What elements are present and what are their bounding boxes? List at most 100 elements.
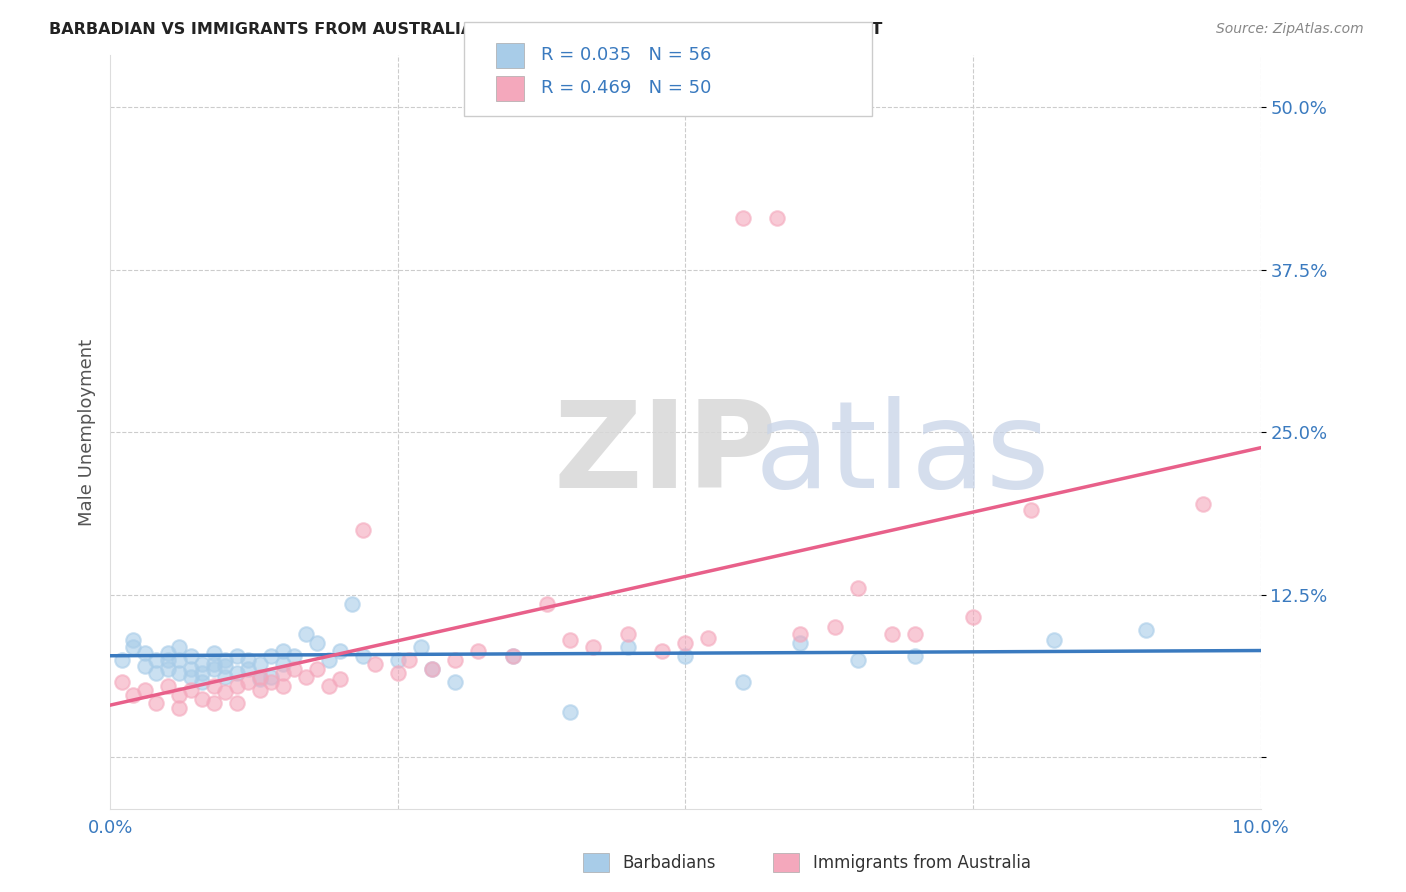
- Point: [904, 626, 927, 640]
- Point: [191, 657, 214, 671]
- Point: [180, 669, 202, 683]
- Point: [122, 688, 145, 702]
- Point: [111, 653, 134, 667]
- Point: [329, 643, 352, 657]
- Point: [134, 646, 156, 660]
- Point: [191, 691, 214, 706]
- Point: [145, 653, 167, 667]
- Point: [904, 648, 927, 663]
- Point: [214, 685, 236, 699]
- Point: [294, 669, 316, 683]
- Point: [846, 653, 869, 667]
- Point: [191, 665, 214, 680]
- Point: [111, 674, 134, 689]
- Text: atlas: atlas: [755, 396, 1050, 513]
- Point: [731, 674, 754, 689]
- Point: [352, 648, 374, 663]
- Point: [214, 669, 236, 683]
- Point: [560, 633, 582, 648]
- Point: [329, 672, 352, 686]
- Point: [962, 609, 984, 624]
- Point: [318, 679, 340, 693]
- Point: [766, 211, 789, 225]
- Point: [238, 662, 260, 676]
- Point: [156, 646, 179, 660]
- Point: [202, 646, 225, 660]
- Point: [846, 581, 869, 595]
- Point: [202, 657, 225, 671]
- Text: R = 0.035   N = 56: R = 0.035 N = 56: [541, 46, 711, 64]
- Point: [180, 648, 202, 663]
- Point: [617, 640, 640, 654]
- Point: [352, 523, 374, 537]
- Point: [214, 659, 236, 673]
- Point: [249, 672, 271, 686]
- Point: [617, 626, 640, 640]
- Point: [307, 662, 329, 676]
- Point: [502, 648, 524, 663]
- Point: [789, 636, 811, 650]
- Point: [225, 696, 247, 710]
- Point: [225, 648, 247, 663]
- Point: [398, 653, 420, 667]
- Point: [202, 662, 225, 676]
- Point: [249, 669, 271, 683]
- Point: [387, 653, 409, 667]
- Point: [283, 662, 305, 676]
- Point: [789, 626, 811, 640]
- Point: [271, 679, 294, 693]
- Point: [444, 674, 467, 689]
- Point: [651, 643, 673, 657]
- Point: [249, 682, 271, 697]
- Point: [167, 653, 190, 667]
- Point: [536, 597, 558, 611]
- Point: [180, 662, 202, 676]
- Point: [225, 665, 247, 680]
- Point: [271, 643, 294, 657]
- Point: [1042, 633, 1064, 648]
- Point: [882, 626, 904, 640]
- Point: [238, 674, 260, 689]
- Point: [409, 640, 432, 654]
- Point: [134, 682, 156, 697]
- Point: [167, 640, 190, 654]
- Text: Source: ZipAtlas.com: Source: ZipAtlas.com: [1216, 22, 1364, 37]
- Point: [156, 679, 179, 693]
- Point: [582, 640, 605, 654]
- Point: [502, 648, 524, 663]
- Point: [673, 636, 696, 650]
- Text: Immigrants from Australia: Immigrants from Australia: [813, 854, 1031, 871]
- Point: [1019, 503, 1042, 517]
- Point: [340, 597, 363, 611]
- Text: Barbadians: Barbadians: [623, 854, 717, 871]
- Point: [283, 648, 305, 663]
- Point: [673, 648, 696, 663]
- Text: ZIP: ZIP: [553, 396, 778, 513]
- Point: [420, 662, 443, 676]
- Point: [122, 640, 145, 654]
- Text: BARBADIAN VS IMMIGRANTS FROM AUSTRALIA MALE UNEMPLOYMENT CORRELATION CHART: BARBADIAN VS IMMIGRANTS FROM AUSTRALIA M…: [49, 22, 883, 37]
- Point: [214, 653, 236, 667]
- Point: [156, 653, 179, 667]
- Point: [156, 662, 179, 676]
- Point: [444, 653, 467, 667]
- Text: R = 0.469   N = 50: R = 0.469 N = 50: [541, 79, 711, 97]
- Point: [122, 633, 145, 648]
- Point: [202, 696, 225, 710]
- Point: [191, 674, 214, 689]
- Point: [167, 688, 190, 702]
- Point: [260, 648, 283, 663]
- Point: [238, 653, 260, 667]
- Point: [387, 665, 409, 680]
- Point: [294, 626, 316, 640]
- Point: [560, 705, 582, 719]
- Point: [167, 700, 190, 714]
- Point: [249, 657, 271, 671]
- Point: [697, 631, 720, 645]
- Point: [202, 679, 225, 693]
- Point: [260, 669, 283, 683]
- Point: [420, 662, 443, 676]
- Point: [318, 653, 340, 667]
- Point: [180, 682, 202, 697]
- Point: [1192, 497, 1215, 511]
